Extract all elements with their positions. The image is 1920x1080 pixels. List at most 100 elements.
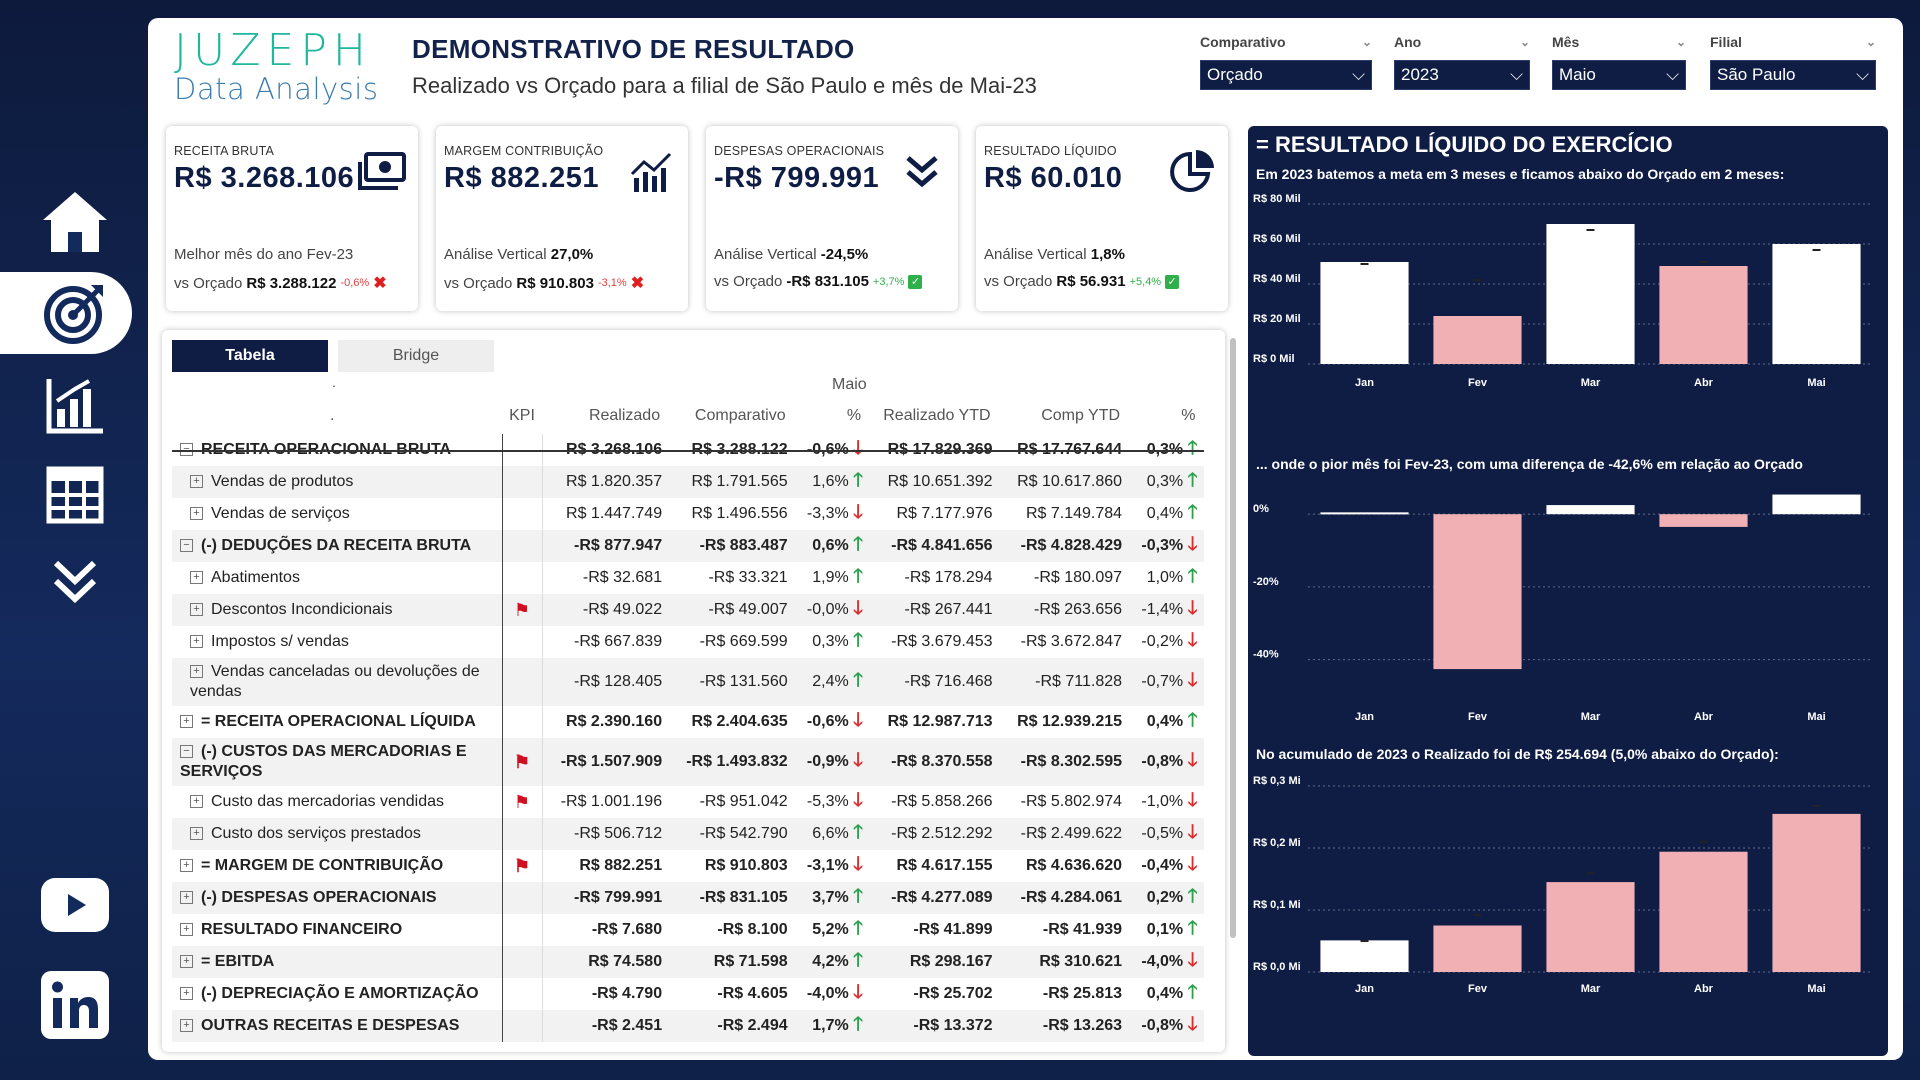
- table-row[interactable]: + RESULTADO FINANCEIRO -R$ 7.680 -R$ 8.100 5…: [172, 914, 1204, 946]
- table-scrollbar[interactable]: [1230, 338, 1236, 938]
- table-row[interactable]: + Vendas de produtos R$ 1.820.357 R$ 1.791.…: [172, 466, 1204, 498]
- table-row[interactable]: − (-) DEDUÇÕES DA RECEITA BRUTA -R$ 877.94…: [172, 530, 1204, 562]
- cell-pct: 0,6% 🡑: [793, 530, 870, 562]
- expand-toggle-icon[interactable]: +: [190, 665, 203, 679]
- cell-realizado-ytd: -R$ 8.370.558: [869, 738, 999, 786]
- col-header-realizado[interactable]: Realizado: [588, 407, 661, 424]
- table-row[interactable]: − (-) CUSTOS DAS MERCADORIAS E SERVIÇOS ⚑ -…: [172, 738, 1204, 786]
- cell-pct: 0,3% 🡑: [812, 630, 864, 651]
- cell-comparativo: -R$ 8.100: [717, 921, 788, 938]
- expand-toggle-icon[interactable]: +: [180, 955, 193, 969]
- arrow-up-icon: 🡑: [1187, 438, 1198, 459]
- home-icon[interactable]: [38, 184, 112, 258]
- arrow-down-icon: 🡓: [1187, 790, 1198, 811]
- expand-toggle-icon[interactable]: +: [190, 795, 203, 809]
- expand-toggle-icon[interactable]: +: [180, 859, 193, 873]
- filter-select[interactable]: Orçado ⌵: [1200, 60, 1372, 90]
- table-row[interactable]: − RECEITA OPERACIONAL BRUTA R$ 3.268.106 R$…: [172, 434, 1204, 466]
- cell-pct: 5,2% 🡑: [812, 918, 864, 939]
- expand-toggle-icon[interactable]: +: [180, 715, 193, 729]
- bar: [1320, 940, 1409, 972]
- target-icon[interactable]: [38, 276, 112, 350]
- table-row[interactable]: + = MARGEM DE CONTRIBUIÇÃO ⚑ R$ 882.251 R$ 9…: [172, 850, 1204, 882]
- col-header-pct-ytd[interactable]: %: [1181, 407, 1196, 424]
- cell-comp-ytd: -R$ 25.813: [1042, 985, 1123, 1002]
- cell-comp-ytd: -R$ 3.672.847: [1020, 633, 1123, 650]
- chevron-down-icon: ⌵: [1666, 65, 1679, 84]
- row-label: Impostos s/ vendas: [211, 633, 349, 650]
- cell-pct-ytd: -0,7% 🡓: [1128, 658, 1204, 706]
- expand-toggle-icon[interactable]: +: [190, 603, 203, 617]
- table-row[interactable]: + Descontos Incondicionais ⚑ -R$ 49.022 -R$ …: [172, 594, 1204, 626]
- chevron-down-icon: ⌵: [1856, 65, 1869, 84]
- expand-toggle-icon[interactable]: +: [180, 1019, 193, 1033]
- expand-toggle-icon[interactable]: −: [180, 745, 193, 759]
- table-row[interactable]: + OUTRAS RECEITAS E DESPESAS -R$ 2.451 -R$ …: [172, 1010, 1204, 1042]
- cell-pct: -3,3% 🡓: [806, 502, 864, 523]
- expand-toggle-icon[interactable]: −: [180, 443, 193, 457]
- filter-select[interactable]: Maio ⌵: [1552, 60, 1686, 90]
- chevrons-down-icon[interactable]: [38, 545, 112, 619]
- expand-toggle-icon[interactable]: +: [180, 891, 193, 905]
- cell-comparativo: -R$ 951.042: [699, 793, 788, 810]
- table-row[interactable]: + Vendas de serviços R$ 1.447.749 R$ 1.496.…: [172, 498, 1204, 530]
- table-row[interactable]: + (-) DESPESAS OPERACIONAIS -R$ 799.991 -R$…: [172, 882, 1204, 914]
- expand-toggle-icon[interactable]: +: [190, 571, 203, 585]
- expand-toggle-icon[interactable]: +: [180, 923, 193, 937]
- table-row[interactable]: + Impostos s/ vendas -R$ 667.839 -R$ 669.59…: [172, 626, 1204, 658]
- expand-toggle-icon[interactable]: +: [190, 507, 203, 521]
- cell-comparativo: -R$ 4.605: [717, 985, 788, 1002]
- cell-pct: 1,9% 🡑: [812, 566, 864, 587]
- cell-comp-ytd: -R$ 2.499.622: [998, 818, 1129, 850]
- col-header-pct[interactable]: %: [846, 407, 862, 424]
- bar: [1546, 224, 1635, 364]
- bar-chart-icon[interactable]: [38, 368, 112, 442]
- cell-realizado-ytd: -R$ 2.512.292: [869, 818, 999, 850]
- chevrons-down-icon: [898, 148, 946, 196]
- filter-label: Comparativo: [1200, 34, 1286, 50]
- card-title: DESPESAS OPERACIONAIS: [714, 144, 885, 158]
- col-header-realizado-ytd[interactable]: Realizado YTD: [883, 407, 991, 424]
- table-icon[interactable]: [38, 458, 112, 532]
- table-row[interactable]: + Abatimentos -R$ 32.681 -R$ 33.321 1,9% 🡑 -R…: [172, 562, 1204, 594]
- cell-comp-ytd: R$ 17.767.644: [1017, 441, 1123, 458]
- tab-tabela[interactable]: Tabela: [172, 340, 328, 372]
- table-row[interactable]: + Custo das mercadorias vendidas ⚑ -R$ 1.00…: [172, 786, 1204, 818]
- cell-pct: -0,9% 🡓: [793, 738, 870, 786]
- expand-toggle-icon[interactable]: +: [190, 635, 203, 649]
- table-row[interactable]: + Custo dos serviços prestados -R$ 506.712…: [172, 818, 1204, 850]
- card-title: RESULTADO LÍQUIDO: [984, 144, 1117, 158]
- x-icon: ✖: [373, 275, 387, 292]
- filter-select[interactable]: São Paulo ⌵: [1710, 60, 1876, 90]
- cell-pct: -4,0% 🡓: [806, 982, 864, 1003]
- filter-select[interactable]: 2023 ⌵: [1394, 60, 1530, 90]
- kpi-cell: ⚑: [501, 738, 543, 786]
- panel-title: = RESULTADO LÍQUIDO DO EXERCÍCIO: [1256, 132, 1673, 157]
- linkedin-icon[interactable]: [38, 968, 112, 1042]
- cell-realizado-ytd: R$ 4.617.155: [896, 857, 993, 874]
- expand-toggle-icon[interactable]: −: [180, 539, 193, 553]
- cell-comp-ytd: -R$ 13.263: [998, 1010, 1129, 1042]
- bar: [1659, 851, 1748, 972]
- x-tick-label: Mar: [1581, 983, 1601, 995]
- expand-toggle-icon[interactable]: +: [180, 987, 193, 1001]
- table-row[interactable]: + = RECEITA OPERACIONAL LÍQUIDA R$ 2.390.1…: [172, 706, 1204, 738]
- cell-realizado: -R$ 128.405: [542, 658, 669, 706]
- col-header-comp-ytd[interactable]: Comp YTD: [1041, 407, 1121, 424]
- tab-bridge[interactable]: Bridge: [338, 340, 494, 372]
- expand-toggle-icon[interactable]: +: [190, 827, 203, 841]
- y-tick-label: R$ 80 Mil: [1253, 193, 1301, 205]
- card-compare-value: R$ 56.931: [1056, 273, 1126, 290]
- row-label: = RECEITA OPERACIONAL LÍQUIDA: [201, 713, 476, 730]
- cell-comparativo: -R$ 831.105: [668, 882, 794, 914]
- table-row[interactable]: + = EBITDA R$ 74.580 R$ 71.598 4,2% 🡑 R$ 298.…: [172, 946, 1204, 978]
- col-header-kpi[interactable]: KPI: [509, 407, 535, 424]
- table-row[interactable]: + (-) DEPRECIAÇÃO E AMORTIZAÇÃO -R$ 4.790 -…: [172, 978, 1204, 1010]
- col-header-comparativo[interactable]: Comparativo: [694, 407, 786, 424]
- cell-pct: -5,3% 🡓: [806, 790, 864, 811]
- expand-toggle-icon[interactable]: +: [190, 475, 203, 489]
- cell-realizado: -R$ 877.947: [542, 530, 669, 562]
- chart1-caption: Em 2023 batemos a meta em 3 meses e fica…: [1256, 166, 1785, 182]
- table-row[interactable]: + Vendas canceladas ou devoluções de vend…: [172, 658, 1204, 706]
- youtube-icon[interactable]: [38, 868, 112, 942]
